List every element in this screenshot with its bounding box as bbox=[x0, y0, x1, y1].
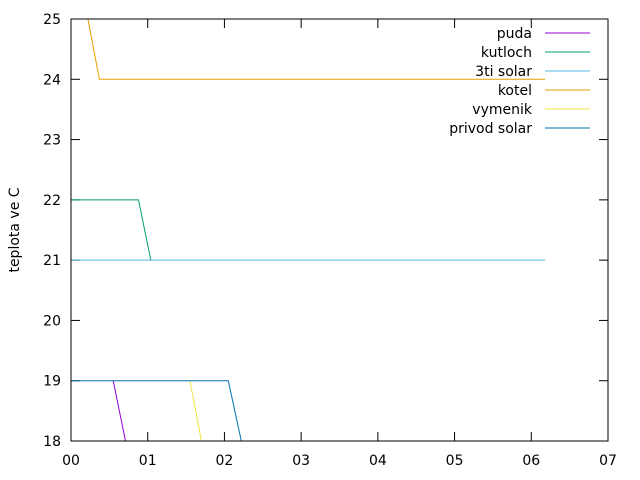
x-axis-ticks: 00 01 02 03 04 05 06 07 bbox=[62, 19, 617, 469]
y-tick-label: 23 bbox=[43, 133, 61, 149]
x-tick-label: 00 bbox=[62, 453, 80, 469]
y-tick-label: 19 bbox=[43, 374, 61, 390]
y-tick-label: 22 bbox=[43, 193, 61, 209]
y-tick-label: 24 bbox=[43, 72, 61, 88]
legend-label: vymenik bbox=[472, 102, 533, 118]
y-axis-ticks: 18 19 20 21 22 23 24 25 bbox=[43, 12, 608, 450]
series-line-kotel bbox=[87, 18, 546, 80]
series-line-kutloch bbox=[71, 199, 152, 261]
series-line-privod-solar bbox=[71, 380, 242, 442]
x-tick-label: 05 bbox=[446, 453, 464, 469]
x-tick-label: 07 bbox=[599, 453, 617, 469]
legend-label: kotel bbox=[498, 83, 532, 99]
legend-label: puda bbox=[497, 26, 532, 42]
y-tick-label: 21 bbox=[43, 253, 61, 269]
series-line-puda bbox=[112, 380, 126, 442]
x-tick-label: 01 bbox=[139, 453, 157, 469]
x-tick-label: 04 bbox=[369, 453, 387, 469]
legend: puda kutloch 3ti solar kotel vymenik privod s… bbox=[449, 26, 590, 137]
y-axis-label: teplota ve C bbox=[7, 187, 23, 272]
x-tick-label: 06 bbox=[522, 453, 540, 469]
plot-frame bbox=[70, 18, 609, 442]
legend-label: 3ti solar bbox=[475, 64, 532, 80]
y-tick-label: 20 bbox=[43, 313, 61, 329]
legend-label: kutloch bbox=[481, 45, 532, 61]
series-lines bbox=[71, 18, 546, 442]
series-line-vymenik bbox=[189, 380, 202, 442]
x-tick-label: 02 bbox=[216, 453, 234, 469]
y-tick-label: 18 bbox=[43, 434, 61, 450]
y-tick-label: 25 bbox=[43, 12, 61, 28]
legend-label: privod solar bbox=[449, 121, 532, 137]
x-tick-label: 03 bbox=[292, 453, 310, 469]
